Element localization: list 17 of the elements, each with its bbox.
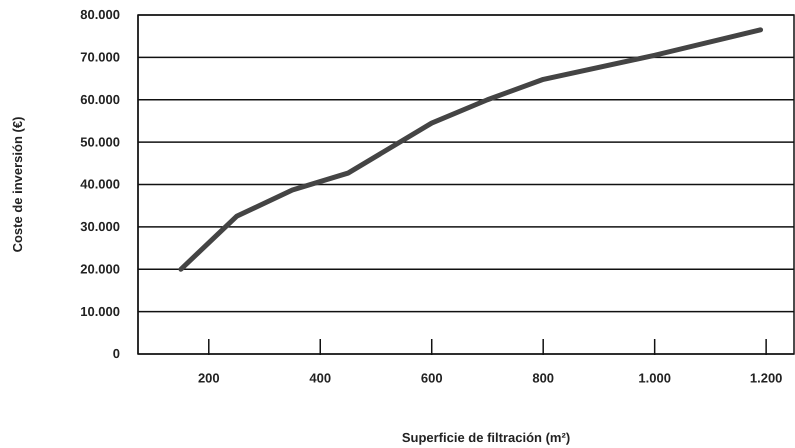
y-tick-label: 30.000 [80,219,120,234]
y-tick-label: 40.000 [80,176,120,192]
x-tick-label: 1.200 [750,370,782,386]
y-tick-label: 0 [112,346,120,362]
y-tick-label: 50.000 [80,134,120,150]
x-axis-title: Superficie de filtración (m²) [402,430,570,445]
x-tick-label: 200 [198,370,220,386]
y-tick-label: 10.000 [80,304,120,319]
y-tick-label: 70.000 [80,50,120,65]
y-axis-title: Coste de inversión (€) [10,116,25,252]
y-tick-label: 60.000 [80,92,120,107]
x-tick-label: 600 [420,370,443,386]
x-tick-label: 800 [532,370,554,386]
x-tick-label: 1.000 [638,370,671,386]
x-tick-label: 400 [309,370,332,386]
y-tick-label: 80.000 [80,7,120,22]
y-tick-label: 20.000 [80,261,120,276]
